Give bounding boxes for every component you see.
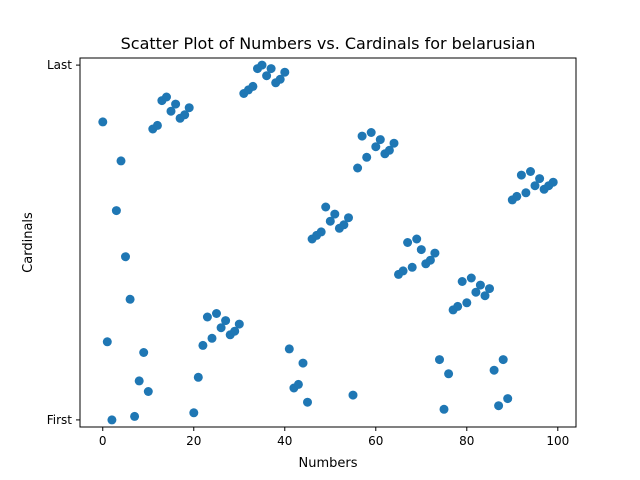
- data-point: [353, 163, 363, 173]
- data-point: [230, 326, 240, 336]
- data-point: [530, 181, 540, 191]
- data-point: [125, 294, 135, 304]
- y-tick-label: Last: [47, 58, 72, 72]
- data-point: [162, 92, 171, 102]
- x-tick-label: 40: [277, 434, 292, 448]
- chart-title: Scatter Plot of Numbers vs. Cardinals fo…: [121, 34, 536, 53]
- data-point: [284, 344, 294, 354]
- data-point: [111, 206, 121, 216]
- data-point: [453, 301, 463, 311]
- data-point: [207, 333, 217, 343]
- data-point: [193, 372, 203, 382]
- data-point: [526, 167, 535, 176]
- data-point: [280, 67, 290, 77]
- data-point: [498, 355, 508, 365]
- data-point: [375, 135, 385, 145]
- data-point: [216, 323, 226, 333]
- y-axis-label: Cardinals: [21, 212, 36, 273]
- data-point: [357, 131, 367, 141]
- data-point: [503, 394, 513, 404]
- data-point: [339, 220, 349, 230]
- data-point: [293, 379, 303, 389]
- data-point: [266, 64, 276, 74]
- data-point: [184, 103, 194, 113]
- data-point: [384, 145, 394, 155]
- data-point: [403, 238, 413, 247]
- data-point: [275, 74, 285, 84]
- x-tick-label: 20: [186, 434, 201, 448]
- data-point: [330, 209, 340, 219]
- data-point: [466, 273, 476, 283]
- data-point: [407, 262, 417, 272]
- data-point: [457, 277, 467, 286]
- data-points: [98, 60, 558, 425]
- data-point: [494, 401, 504, 411]
- data-point: [412, 234, 422, 244]
- data-point: [489, 365, 499, 375]
- data-point: [134, 376, 144, 386]
- data-point: [212, 309, 221, 318]
- data-point: [202, 312, 212, 322]
- data-point: [485, 284, 494, 294]
- data-point: [102, 337, 112, 347]
- data-point: [325, 216, 335, 226]
- data-point: [107, 415, 117, 425]
- y-tick-label: First: [47, 413, 73, 427]
- data-point: [435, 355, 444, 365]
- data-point: [321, 202, 331, 212]
- x-tick-label: 60: [368, 434, 383, 448]
- data-point: [139, 348, 149, 357]
- data-point: [475, 280, 485, 290]
- data-point: [298, 358, 308, 368]
- data-point: [516, 170, 526, 180]
- x-tick-label: 0: [99, 434, 107, 448]
- data-point: [180, 110, 190, 120]
- data-point: [344, 213, 353, 223]
- data-point: [262, 71, 272, 81]
- data-point: [257, 60, 267, 70]
- data-point: [303, 397, 312, 407]
- data-point: [371, 142, 381, 152]
- data-point: [348, 390, 358, 400]
- x-tick-label: 100: [546, 434, 569, 448]
- x-tick-label: 80: [459, 434, 474, 448]
- x-axis-label: Numbers: [299, 456, 358, 471]
- data-point: [444, 369, 454, 379]
- y-axis-ticks: First Last: [47, 58, 80, 427]
- data-point: [480, 291, 490, 301]
- data-point: [248, 81, 258, 91]
- data-point: [152, 120, 162, 130]
- data-point: [362, 152, 372, 162]
- data-point: [430, 248, 440, 258]
- data-point: [521, 188, 531, 198]
- data-point: [221, 316, 231, 326]
- x-axis-ticks: 0 20 40 60 80 100: [99, 427, 569, 448]
- data-point: [189, 408, 199, 418]
- plot-area-frame: [79, 57, 577, 428]
- data-point: [98, 117, 108, 127]
- data-point: [462, 298, 472, 308]
- data-point: [121, 252, 130, 262]
- data-point: [234, 319, 244, 329]
- data-point: [130, 411, 140, 421]
- data-point: [535, 174, 545, 184]
- data-point: [389, 138, 399, 148]
- data-point: [512, 191, 522, 201]
- data-point: [116, 156, 126, 166]
- data-point: [548, 177, 558, 187]
- data-point: [316, 227, 326, 237]
- data-point: [398, 266, 408, 276]
- data-point: [143, 387, 153, 396]
- data-point: [198, 340, 208, 350]
- data-point: [366, 128, 376, 137]
- data-point: [439, 404, 449, 414]
- data-point: [416, 245, 426, 255]
- data-point: [471, 287, 481, 297]
- data-point: [425, 255, 435, 265]
- data-point: [166, 106, 176, 116]
- data-point: [171, 99, 181, 109]
